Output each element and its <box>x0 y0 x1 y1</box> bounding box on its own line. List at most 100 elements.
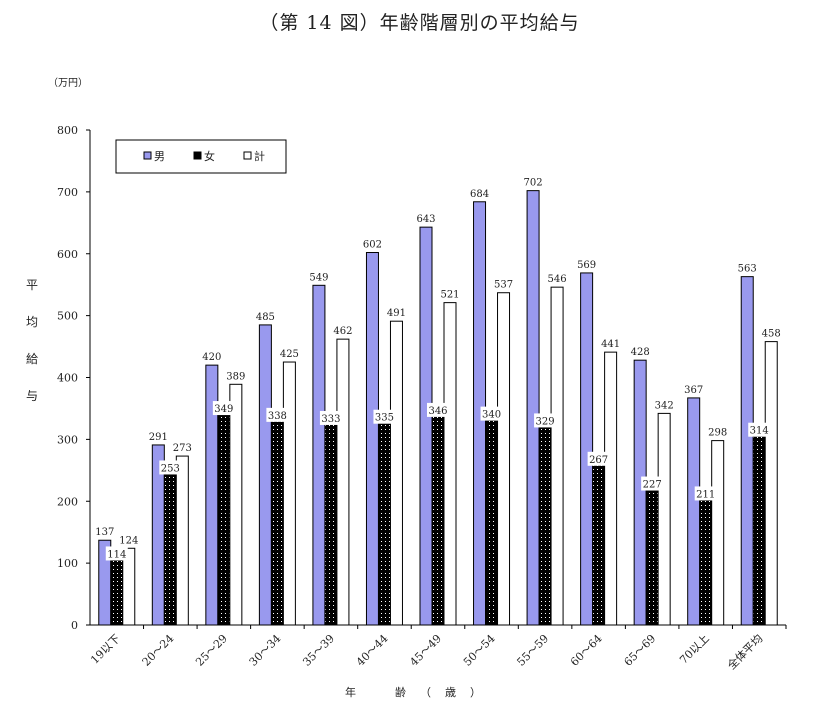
data-label-total: 462 <box>333 326 352 337</box>
bar-female <box>270 415 284 626</box>
bar-male <box>687 397 701 626</box>
data-label-male: 428 <box>631 347 650 358</box>
legend-swatch-female <box>193 151 202 160</box>
y-tick-label: 500 <box>57 310 78 323</box>
data-label-male: 563 <box>738 264 757 275</box>
bar-female <box>485 414 499 626</box>
data-label-female-box <box>480 406 503 421</box>
data-label-male: 569 <box>577 260 596 271</box>
data-label-female-box <box>105 546 128 561</box>
x-tick-label: 35～39 <box>300 632 337 669</box>
data-label-female-box <box>427 402 449 417</box>
data-label-female-box <box>319 410 342 425</box>
y-tick-label: 600 <box>57 248 78 261</box>
x-tick-label: 20～24 <box>140 632 177 669</box>
bar-female <box>592 459 606 626</box>
data-label-female: 333 <box>321 414 340 425</box>
data-label-total: 298 <box>708 428 727 439</box>
data-label-male: 602 <box>363 240 382 251</box>
x-tick-label: 30～34 <box>247 632 284 669</box>
data-label-total: 441 <box>601 339 620 350</box>
y-axis-label-char: 与 <box>25 389 38 403</box>
bar-total <box>229 383 243 626</box>
bar-total <box>282 361 296 626</box>
data-label-female: 267 <box>589 455 608 466</box>
data-label-male: 291 <box>149 432 168 443</box>
data-label-total: 521 <box>440 290 459 301</box>
bar-female <box>377 417 391 626</box>
bar-total <box>175 455 189 626</box>
data-label-female: 335 <box>375 413 394 424</box>
bar-female <box>699 493 713 626</box>
y-tick-label: 100 <box>57 557 78 570</box>
data-label-female: 349 <box>214 404 233 415</box>
x-tick-label: 70以上 <box>677 632 712 667</box>
bar-male <box>633 359 647 626</box>
data-label-total: 124 <box>119 535 138 546</box>
data-label-female: 329 <box>536 416 555 427</box>
x-tick-label: 60～64 <box>568 632 605 669</box>
bar-female <box>217 408 231 626</box>
y-tick-label: 800 <box>57 124 78 137</box>
y-tick-label: 700 <box>57 186 78 199</box>
y-axis-label: 平均給与 <box>24 276 40 404</box>
bar-male <box>419 226 433 626</box>
data-label-female: 314 <box>750 426 769 437</box>
x-tick-label: 全体平均 <box>724 631 765 672</box>
data-label-female: 346 <box>428 406 447 417</box>
bar-total <box>550 286 564 626</box>
bar-total <box>336 338 350 626</box>
bar-male <box>580 272 594 626</box>
data-label-female-box <box>266 407 289 422</box>
y-axis-label-char: 給 <box>25 352 38 366</box>
y-tick-label: 400 <box>57 372 78 385</box>
data-label-male: 643 <box>416 214 435 225</box>
data-label-female-box <box>641 476 664 491</box>
data-label-female-box <box>694 486 717 501</box>
x-tick-label: 45～49 <box>407 632 444 669</box>
data-label-female: 211 <box>696 489 715 500</box>
data-label-female-box <box>534 413 557 428</box>
data-label-total: 537 <box>494 280 513 291</box>
data-label-total: 546 <box>548 274 567 285</box>
data-label-female: 227 <box>643 480 662 491</box>
bar-male <box>740 276 754 626</box>
bar-total <box>443 302 457 626</box>
x-axis-label: 年 齢（歳） <box>345 686 495 699</box>
bar-female <box>645 484 659 626</box>
y-unit-label: （万円） <box>48 78 88 89</box>
data-label-male: 485 <box>256 312 275 323</box>
bar-male <box>258 324 272 626</box>
data-label-male: 367 <box>684 385 703 396</box>
data-label-female: 253 <box>161 463 180 474</box>
x-tick-label: 55～59 <box>514 632 551 669</box>
data-label-female-box <box>748 422 771 437</box>
bar-total <box>122 547 136 626</box>
chart-title: （第 14 図）年齢階層別の平均給与 <box>259 12 580 34</box>
bar-total <box>604 351 618 626</box>
legend-label-female: 女 <box>204 149 215 163</box>
legend-swatch-total <box>243 151 252 160</box>
bar-total <box>711 440 725 626</box>
data-label-total: 273 <box>173 443 192 454</box>
legend-swatch-male <box>143 151 152 160</box>
data-label-female-box <box>212 401 235 416</box>
bar-total <box>657 412 671 626</box>
y-axis-label-char: 均 <box>25 315 38 329</box>
legend-label-male: 男 <box>154 150 165 163</box>
data-label-total: 491 <box>387 308 406 319</box>
y-tick-label: 0 <box>71 619 78 632</box>
legend-label-total: 計 <box>254 149 265 163</box>
bar-female <box>163 467 177 626</box>
data-label-male: 420 <box>202 352 221 363</box>
data-label-female-box <box>373 409 396 424</box>
data-label-male: 137 <box>95 527 114 538</box>
data-label-total: 389 <box>226 371 245 382</box>
x-tick-label: 65～69 <box>622 632 659 669</box>
bar-female <box>752 430 766 626</box>
x-tick-label: 50～54 <box>461 632 498 669</box>
data-label-male: 684 <box>470 189 489 200</box>
data-label-female: 340 <box>482 410 501 421</box>
bar-female <box>110 553 124 626</box>
